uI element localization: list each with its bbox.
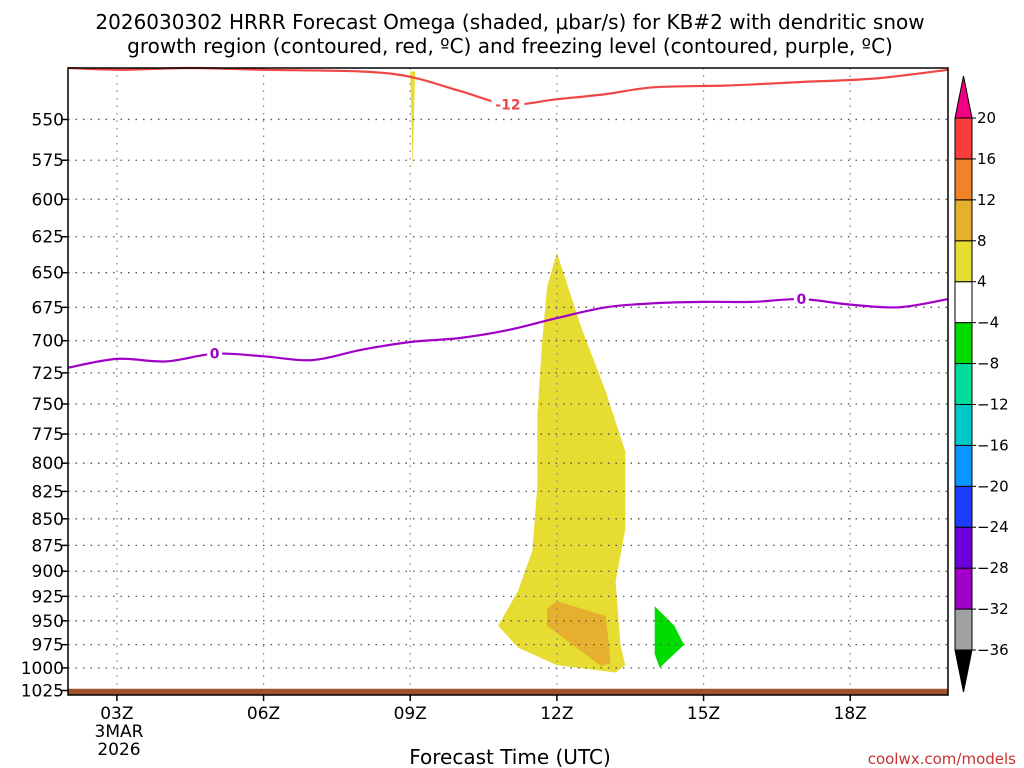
contour-label-bg — [491, 96, 525, 112]
y-tick-label: 700 — [32, 332, 64, 352]
omega-shading — [410, 71, 684, 673]
contour-label-1-0: 0 — [210, 347, 220, 363]
x-date-label-line2: 2026 — [97, 740, 140, 760]
omega-region-1 — [498, 252, 626, 673]
colorbar-tick-label: −24 — [977, 518, 1009, 536]
y-tick-label: 600 — [32, 190, 64, 210]
surface-band — [68, 688, 948, 695]
contour-label-bg — [207, 345, 223, 361]
y-tick-label: 575 — [32, 151, 64, 171]
plot-frame — [67, 67, 949, 696]
plot-area: -12 0 0 — [67, 66, 949, 696]
x-tick-label: 12Z — [540, 704, 573, 724]
colorbar-tick-label: −32 — [977, 600, 1009, 618]
colorbar-tick-label: 16 — [977, 150, 996, 168]
colorbar-tick-label: −36 — [977, 641, 1009, 659]
x-date-label-line1: 3MAR — [95, 722, 144, 742]
x-axis-ticks: 03Z 06Z 09Z 12Z 15Z 18Z — [100, 695, 867, 724]
colorbar-tick-label: −16 — [977, 436, 1009, 454]
colorbar-cell — [954, 526, 973, 569]
plot-background — [68, 68, 948, 695]
y-tick-label: 800 — [32, 454, 64, 474]
colorbar-cell — [954, 322, 973, 365]
x-tick-label: 03Z — [100, 704, 133, 724]
credit-text: coolwx.com/models — [868, 750, 1016, 768]
x-tick-label: 06Z — [247, 704, 280, 724]
y-tick-label: 650 — [32, 264, 64, 284]
colorbar-tick-label: −20 — [977, 477, 1009, 495]
omega-region-0 — [410, 71, 416, 169]
colorbar-under-arrow — [954, 649, 973, 693]
y-tick-label: 725 — [32, 364, 64, 384]
y-tick-label: 900 — [32, 562, 64, 582]
colorbar-cell — [954, 240, 973, 283]
y-tick-label: 975 — [32, 636, 64, 656]
colorbar-cell — [954, 363, 973, 405]
x-tick-label: 15Z — [687, 704, 720, 724]
colorbar-cell — [954, 281, 973, 324]
colorbar-tick-label: 20 — [977, 109, 996, 127]
contour-label-1-1: 0 — [796, 292, 806, 308]
y-tick-label: 675 — [32, 298, 64, 318]
y-tick-label: 950 — [32, 612, 64, 632]
y-tick-label: 850 — [32, 510, 64, 530]
colorbar: −36 −32 −28 −24 −20 −16 −12 −8 −4 4 8 12 16 20 — [954, 75, 1009, 693]
y-tick-label: 625 — [32, 228, 64, 248]
colorbar-cell — [954, 608, 973, 651]
y-tick-label: 1025 — [21, 682, 64, 702]
y-tick-label: 825 — [32, 482, 64, 502]
y-tick-label: 925 — [32, 587, 64, 607]
colorbar-over-arrow — [954, 75, 973, 119]
surface-fill — [68, 688, 948, 695]
colorbar-cell — [954, 485, 973, 528]
colorbar-tick-label: −28 — [977, 559, 1009, 577]
x-axis-label: Forecast Time (UTC) — [409, 745, 611, 768]
colorbar-tick-label: −12 — [977, 395, 1009, 413]
x-tick-label: 09Z — [394, 704, 427, 724]
omega-region-2 — [547, 601, 611, 666]
y-tick-label: 1000 — [21, 659, 64, 679]
x-tick-label: 18Z — [834, 704, 867, 724]
y-tick-label: 750 — [32, 395, 64, 415]
contour-label-0-0: -12 — [495, 97, 520, 113]
chart-title-line1: 2026030302 HRRR Forecast Omega (shaded, … — [95, 10, 924, 34]
chart-title-line2: growth region (contoured, red, ºC) and f… — [127, 34, 893, 58]
omega-region-3 — [654, 606, 684, 668]
colorbar-tick-label: −4 — [977, 314, 999, 332]
colorbar-cell — [954, 403, 973, 446]
colorbar-tick-label: 4 — [977, 273, 987, 291]
colorbar-cell — [954, 158, 973, 201]
colorbar-cell — [954, 117, 973, 160]
colorbar-tick-label: 8 — [977, 232, 987, 250]
y-tick-label: 550 — [32, 110, 64, 130]
colorbar-cell — [954, 444, 973, 487]
y-axis-ticks: 550 575 600 625 650 675 700 725 750 775 800 825 850 8… — [21, 110, 68, 702]
colorbar-tick-label: 12 — [977, 191, 996, 209]
y-tick-label: 875 — [32, 536, 64, 556]
colorbar-tick-label: −8 — [977, 355, 999, 373]
y-tick-label: 775 — [32, 425, 64, 445]
contour-label-bg — [793, 291, 809, 307]
colorbar-cell — [954, 199, 973, 242]
colorbar-cell — [954, 567, 973, 610]
